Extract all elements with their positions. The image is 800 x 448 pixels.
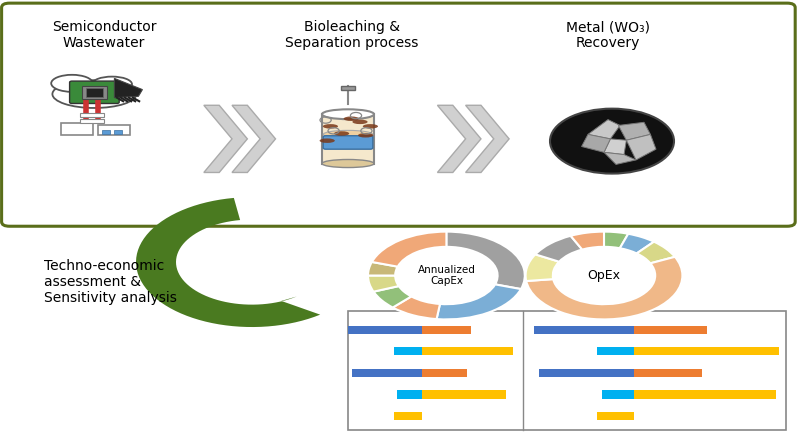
Ellipse shape [550, 109, 674, 174]
Bar [80, 119, 104, 123]
Ellipse shape [323, 130, 373, 138]
Bar [86, 88, 103, 97]
Ellipse shape [322, 124, 338, 129]
Polygon shape [114, 78, 142, 98]
Text: OpEx: OpEx [587, 269, 621, 282]
Bar [634, 326, 707, 334]
Wedge shape [637, 241, 675, 263]
Ellipse shape [51, 75, 93, 92]
Bar [322, 114, 374, 164]
Bar [102, 130, 110, 134]
Bar [422, 369, 467, 377]
Polygon shape [136, 198, 326, 327]
Wedge shape [368, 262, 398, 276]
Bar [422, 347, 513, 355]
Bar [539, 369, 634, 377]
FancyBboxPatch shape [323, 136, 373, 149]
Ellipse shape [52, 80, 136, 108]
FancyBboxPatch shape [70, 81, 119, 103]
Circle shape [555, 248, 653, 303]
Polygon shape [466, 105, 509, 172]
Ellipse shape [322, 159, 374, 168]
Polygon shape [618, 122, 650, 140]
Bar [80, 113, 104, 117]
Ellipse shape [352, 120, 368, 124]
Bar [394, 412, 422, 420]
Bar [341, 86, 355, 90]
Bar [98, 125, 130, 135]
Wedge shape [604, 232, 628, 248]
Text: Metal (WO₃)
Recovery: Metal (WO₃) Recovery [566, 20, 650, 50]
Wedge shape [535, 236, 582, 262]
Wedge shape [620, 234, 654, 254]
Bar [61, 123, 93, 135]
Bar [422, 390, 506, 399]
Wedge shape [372, 232, 446, 267]
Bar [597, 412, 634, 420]
Bar [602, 390, 634, 399]
Bar [114, 130, 122, 134]
Polygon shape [588, 120, 620, 139]
Polygon shape [582, 134, 610, 152]
Bar [422, 326, 470, 334]
Wedge shape [446, 232, 525, 289]
Bar [397, 390, 422, 399]
Bar [82, 86, 107, 99]
Polygon shape [604, 139, 626, 155]
Bar [348, 326, 422, 334]
Wedge shape [393, 297, 440, 319]
Bar [634, 369, 702, 377]
Text: Techno-economic
assessment &
Sensitivity analysis: Techno-economic assessment & Sensitivity… [44, 259, 177, 306]
Polygon shape [604, 152, 636, 164]
Polygon shape [232, 105, 275, 172]
Bar [348, 311, 786, 430]
Text: Annualized
CapEx: Annualized CapEx [418, 265, 475, 286]
Bar [597, 347, 634, 355]
Wedge shape [437, 284, 521, 319]
Polygon shape [204, 105, 247, 172]
Ellipse shape [92, 77, 132, 92]
Bar [534, 326, 634, 334]
Wedge shape [368, 276, 398, 292]
Ellipse shape [322, 109, 374, 119]
Bar [634, 347, 778, 355]
Ellipse shape [334, 131, 349, 136]
Ellipse shape [363, 124, 378, 129]
Bar [634, 390, 776, 399]
Polygon shape [626, 134, 656, 160]
Wedge shape [526, 257, 682, 319]
Wedge shape [570, 232, 604, 250]
Polygon shape [438, 105, 481, 172]
Ellipse shape [344, 116, 358, 121]
Bar [351, 369, 422, 377]
Text: Bioleaching &
Separation process: Bioleaching & Separation process [286, 20, 418, 50]
Wedge shape [374, 286, 411, 307]
Circle shape [398, 248, 495, 303]
Text: Semiconductor
Wastewater: Semiconductor Wastewater [52, 20, 156, 50]
Wedge shape [526, 254, 559, 281]
Bar [394, 347, 422, 355]
Ellipse shape [358, 133, 374, 138]
Ellipse shape [319, 138, 335, 143]
FancyBboxPatch shape [2, 3, 795, 226]
